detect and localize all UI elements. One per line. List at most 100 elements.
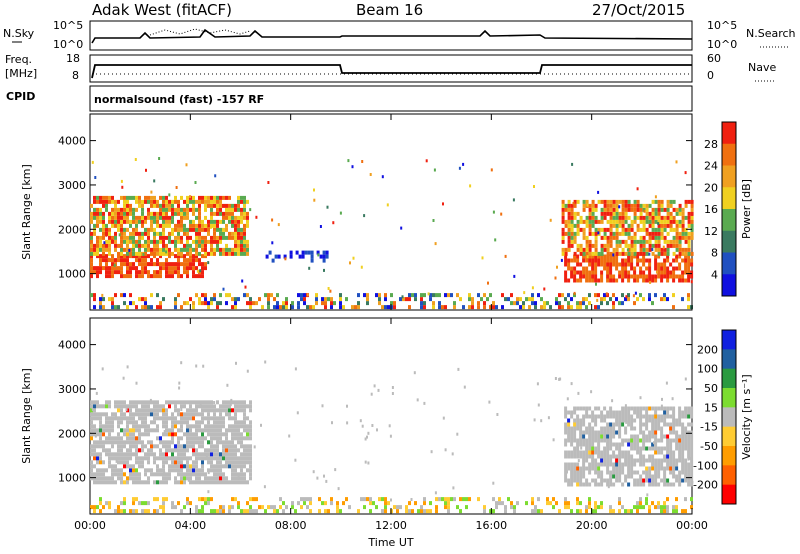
echo-cell <box>225 207 228 212</box>
echo-cell <box>159 456 162 461</box>
echo-cell <box>99 297 102 302</box>
echo-cell <box>246 460 249 465</box>
echo-cell <box>108 243 111 248</box>
echo-cell <box>600 251 604 256</box>
echo-cell <box>135 412 138 417</box>
station-title: Adak West (fitACF) <box>92 1 232 19</box>
echo-cell <box>159 254 162 259</box>
echo-cell <box>234 227 237 232</box>
echo-cell <box>153 480 156 485</box>
echo-cell <box>399 297 402 302</box>
echo-cell <box>301 254 305 259</box>
echo-cell <box>621 293 624 298</box>
echo-cell <box>597 406 601 411</box>
echo-cell <box>567 258 571 263</box>
echo-cell <box>558 301 561 306</box>
echo-cell <box>216 476 219 481</box>
echo-cell <box>210 203 213 208</box>
echo-cell <box>171 424 174 429</box>
echo-cell <box>147 243 150 248</box>
echo-cell <box>585 270 589 275</box>
echo-cell <box>642 505 645 510</box>
echo-cell <box>96 211 99 216</box>
echo-cell <box>591 430 595 435</box>
echo-cell <box>681 434 685 439</box>
echo-point <box>488 400 491 404</box>
echo-cell <box>189 223 192 228</box>
echo-point <box>573 291 576 295</box>
echo-cell <box>114 243 117 248</box>
echo-cell <box>642 278 646 283</box>
echo-cell <box>111 266 114 271</box>
echo-cell <box>93 195 96 200</box>
echo-cell <box>192 223 195 228</box>
echo-cell <box>213 424 216 429</box>
echo-point <box>661 397 663 401</box>
echo-cell <box>162 262 165 267</box>
echo-cell <box>585 243 589 248</box>
echo-cell <box>144 428 147 433</box>
echo-cell <box>669 219 673 224</box>
echo-cell <box>591 458 595 463</box>
echo-cell <box>636 446 640 451</box>
echo-cell <box>582 458 586 463</box>
echo-point <box>430 450 433 454</box>
echo-cell <box>567 207 571 212</box>
echo-cell <box>246 456 249 461</box>
echo-cell <box>669 211 673 216</box>
echo-cell <box>222 472 225 477</box>
echo-cell <box>102 305 105 310</box>
echo-cell <box>198 468 201 473</box>
echo-cell <box>615 223 619 228</box>
echo-point <box>244 285 247 289</box>
echo-cell <box>201 472 204 477</box>
echo-cell <box>108 270 111 275</box>
echo-cell <box>591 438 595 443</box>
echo-cell <box>633 203 637 208</box>
echo-cell <box>99 428 102 433</box>
echo-point <box>214 174 217 178</box>
echo-cell <box>126 464 129 469</box>
echo-cell <box>240 239 243 244</box>
echo-cell <box>129 301 132 306</box>
echo-cell <box>159 404 162 409</box>
echo-cell <box>186 444 189 449</box>
echo-cell <box>594 274 598 279</box>
echo-cell <box>147 452 150 457</box>
echo-cell <box>576 454 580 459</box>
echo-cell <box>315 297 318 302</box>
echo-cell <box>354 305 357 310</box>
echo-cell <box>594 227 598 232</box>
echo-cell <box>240 227 243 232</box>
echo-point <box>665 381 668 385</box>
echo-cell <box>186 270 189 275</box>
echo-cell <box>561 247 565 252</box>
echo-cell <box>201 270 204 275</box>
echo-cell <box>210 440 213 445</box>
echo-cell <box>585 406 589 411</box>
echo-cell <box>630 438 634 443</box>
echo-cell <box>642 262 646 267</box>
echo-cell <box>261 505 264 510</box>
echo-cell <box>147 476 150 481</box>
echo-cell <box>213 404 216 409</box>
echo-point <box>533 418 536 422</box>
echo-cell <box>660 274 664 279</box>
echo-cell <box>684 231 688 236</box>
echo-cell <box>387 305 390 310</box>
echo-cell <box>687 215 691 220</box>
echo-cell <box>90 251 93 256</box>
echo-cell <box>135 404 138 409</box>
echo-cell <box>654 505 657 510</box>
echo-cell <box>663 219 667 224</box>
echo-cell <box>180 480 183 485</box>
echo-cell <box>153 211 156 216</box>
echo-point <box>284 257 287 261</box>
echo-cell <box>645 497 648 502</box>
echo-cell <box>132 436 135 441</box>
echo-cell <box>231 400 234 405</box>
echo-cell <box>681 462 685 467</box>
echo-cell <box>156 464 159 469</box>
echo-cell <box>171 270 174 275</box>
echo-cell <box>690 406 694 411</box>
